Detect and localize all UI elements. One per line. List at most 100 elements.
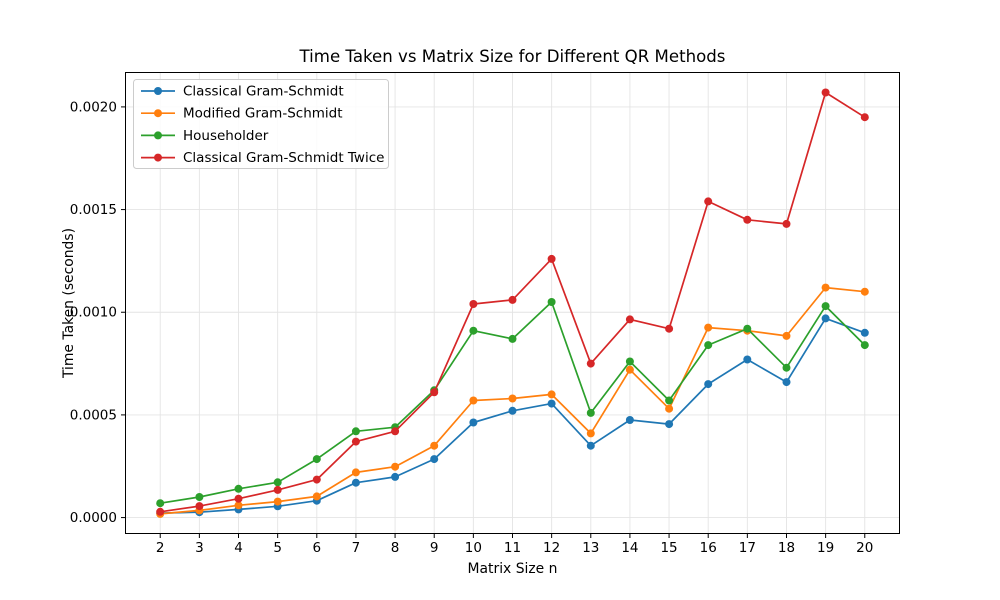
x-tick-label: 14: [621, 540, 638, 556]
data-point-classical-gram-schmidt: [704, 380, 713, 389]
data-point-modified-gram-schmidt: [665, 404, 674, 413]
legend: Classical Gram-Schmidt Modified Gram-Schm…: [133, 79, 389, 169]
data-point-classical-gram-schmidt-twice: [195, 502, 204, 511]
y-tick-label: 0.0015: [70, 202, 117, 218]
axis-ticks: 2 3 4 5 6 7 8 9 10 11 12 13 14 15 16 17 18 19 20 0.0000 0.00…: [70, 99, 874, 556]
data-point-modified-gram-schmidt: [351, 468, 360, 477]
data-point-classical-gram-schmidt: [351, 478, 360, 487]
data-point-classical-gram-schmidt: [665, 420, 674, 429]
data-point-householder: [782, 363, 791, 372]
data-point-householder: [625, 357, 634, 366]
x-tick-label: 11: [504, 540, 521, 556]
data-point-householder: [743, 324, 752, 333]
data-point-householder: [860, 341, 869, 350]
series-group: [156, 88, 869, 518]
data-point-classical-gram-schmidt: [743, 355, 752, 364]
data-point-classical-gram-schmidt: [547, 399, 556, 408]
data-point-modified-gram-schmidt: [625, 365, 634, 374]
data-point-householder: [195, 493, 204, 501]
x-tick-label: 18: [778, 540, 795, 556]
data-point-modified-gram-schmidt: [586, 429, 595, 438]
legend-label: Householder: [183, 128, 269, 144]
data-point-classical-gram-schmidt-twice: [312, 475, 321, 484]
y-tick-label: 0.0000: [70, 510, 117, 526]
data-point-classical-gram-schmidt-twice: [586, 359, 595, 368]
x-tick-label: 6: [312, 540, 321, 556]
x-tick-label: 13: [582, 540, 599, 556]
data-point-classical-gram-schmidt-twice: [860, 113, 869, 122]
y-tick-label: 0.0005: [70, 407, 117, 423]
data-point-modified-gram-schmidt: [508, 394, 517, 403]
data-point-classical-gram-schmidt: [469, 418, 478, 427]
data-point-householder: [156, 499, 165, 508]
data-point-classical-gram-schmidt: [586, 441, 595, 450]
legend-entry-modified-gram-schmidt: Modified Gram-Schmidt: [141, 106, 343, 122]
data-point-classical-gram-schmidt: [625, 416, 634, 424]
data-point-householder: [665, 396, 674, 405]
y-axis-label: Time Taken (seconds): [61, 227, 77, 379]
data-point-householder: [821, 302, 830, 311]
data-point-classical-gram-schmidt-twice: [430, 388, 439, 397]
data-point-modified-gram-schmidt: [821, 283, 830, 292]
legend-marker: [154, 153, 162, 162]
legend-entry-classical-gram-schmidt-twice: Classical Gram-Schmidt Twice: [141, 150, 384, 166]
data-point-modified-gram-schmidt: [234, 501, 243, 510]
data-point-classical-gram-schmidt-twice: [351, 437, 360, 446]
data-point-classical-gram-schmidt-twice: [821, 88, 830, 97]
x-axis-label: Matrix Size n: [467, 561, 558, 577]
data-point-classical-gram-schmidt: [821, 314, 830, 323]
x-tick-label: 9: [430, 540, 439, 556]
data-point-householder: [312, 455, 321, 464]
x-tick-label: 17: [739, 540, 756, 556]
data-point-householder: [234, 484, 243, 493]
data-point-householder: [508, 334, 517, 343]
data-point-modified-gram-schmidt: [547, 390, 556, 399]
data-point-householder: [586, 408, 595, 417]
legend-label: Modified Gram-Schmidt: [183, 106, 343, 122]
data-point-classical-gram-schmidt-twice: [234, 494, 243, 503]
data-point-householder: [273, 478, 282, 487]
x-tick-label: 20: [856, 540, 873, 556]
data-point-classical-gram-schmidt-twice: [625, 315, 634, 324]
x-tick-label: 19: [817, 540, 834, 556]
data-point-classical-gram-schmidt: [391, 472, 400, 481]
chart-title: Time Taken vs Matrix Size for Different …: [299, 47, 726, 66]
data-point-classical-gram-schmidt: [430, 455, 439, 464]
legend-label: Classical Gram-Schmidt: [183, 84, 344, 100]
x-tick-label: 3: [195, 540, 204, 556]
data-point-classical-gram-schmidt-twice: [547, 254, 556, 263]
data-point-classical-gram-schmidt-twice: [273, 485, 282, 494]
legend-entry-classical-gram-schmidt: Classical Gram-Schmidt: [141, 84, 344, 100]
y-tick-label: 0.0010: [70, 305, 117, 321]
series-classical-gram-schmidt-twice: [156, 88, 869, 516]
data-point-classical-gram-schmidt-twice: [743, 215, 752, 224]
x-tick-label: 5: [273, 540, 282, 556]
legend-box: [133, 79, 389, 169]
data-point-modified-gram-schmidt: [273, 497, 282, 506]
x-tick-label: 16: [700, 540, 717, 556]
data-point-classical-gram-schmidt-twice: [469, 300, 478, 308]
y-tick-label: 0.0020: [70, 99, 117, 115]
legend-marker: [154, 87, 162, 95]
data-point-classical-gram-schmidt: [782, 378, 791, 387]
data-point-classical-gram-schmidt-twice: [156, 507, 165, 516]
x-tick-label: 2: [156, 540, 165, 556]
data-point-householder: [704, 341, 713, 350]
x-tick-label: 4: [234, 540, 243, 556]
data-point-modified-gram-schmidt: [469, 396, 478, 405]
data-point-modified-gram-schmidt: [782, 331, 791, 340]
data-point-modified-gram-schmidt: [430, 441, 439, 450]
x-tick-label: 15: [660, 540, 677, 556]
data-point-classical-gram-schmidt: [860, 328, 869, 337]
data-point-householder: [351, 427, 360, 436]
x-tick-label: 10: [465, 540, 482, 556]
data-point-classical-gram-schmidt-twice: [508, 295, 517, 304]
data-point-modified-gram-schmidt: [704, 323, 713, 332]
legend-entry-householder: Householder: [141, 128, 269, 144]
data-point-householder: [469, 326, 478, 335]
data-point-modified-gram-schmidt: [312, 492, 321, 501]
legend-marker: [154, 109, 162, 118]
x-tick-label: 8: [391, 540, 400, 556]
